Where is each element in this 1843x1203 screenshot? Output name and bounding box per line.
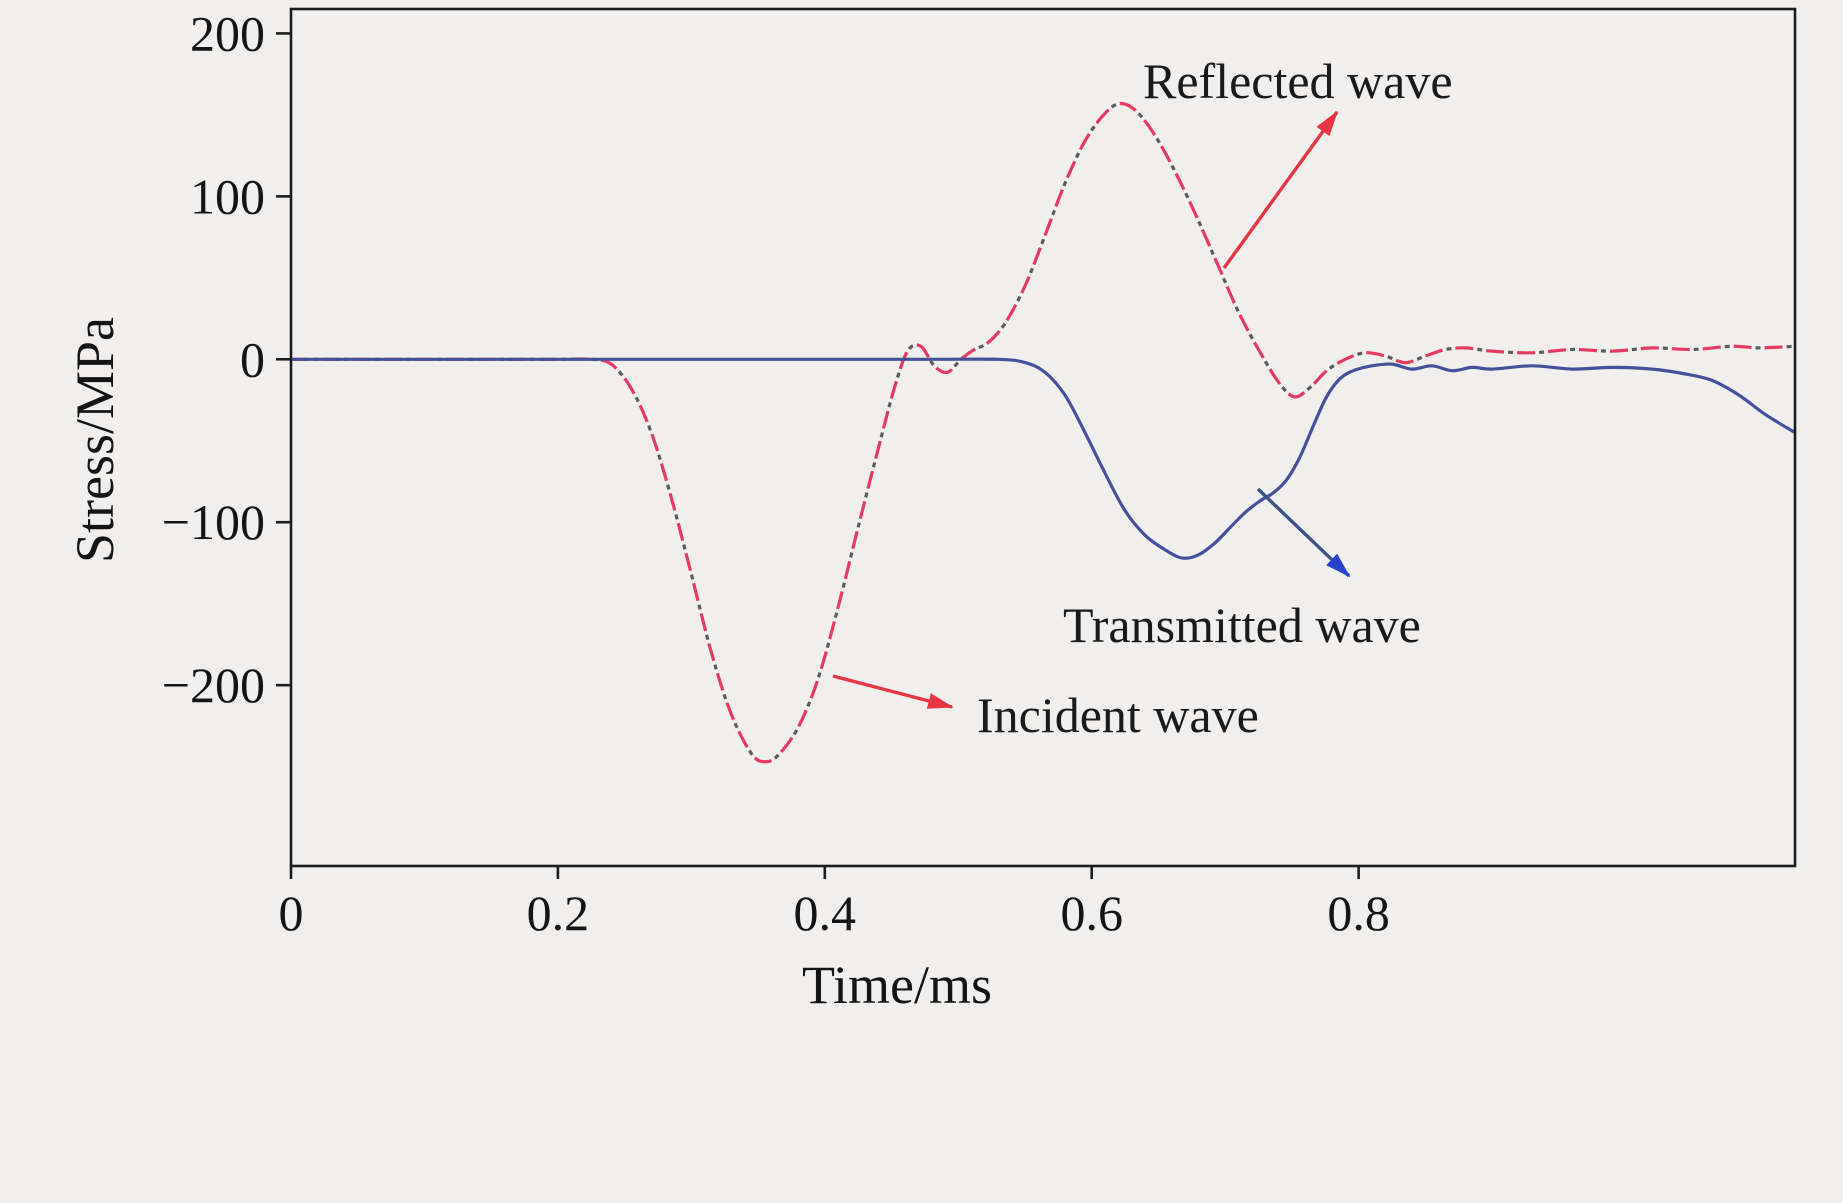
annotation-arrow xyxy=(1222,110,1339,269)
x-tick-label: 0.2 xyxy=(527,885,590,941)
annotation-arrow xyxy=(1256,487,1351,578)
y-tick-label: −200 xyxy=(162,657,265,713)
annotation-incident-wave: Incident wave xyxy=(977,687,1259,743)
series-incident-reflected-dots xyxy=(291,101,1796,764)
series-transmitted-curve xyxy=(291,357,1796,560)
x-tick-label: 0.6 xyxy=(1060,885,1123,941)
x-tick-label: 0.4 xyxy=(794,885,857,941)
plot-frame xyxy=(289,7,1797,868)
x-tick-label: 0 xyxy=(279,885,304,941)
y-tick-label: 200 xyxy=(190,5,265,61)
series-incident-reflected-curve xyxy=(291,101,1796,764)
y-tick-label: 100 xyxy=(190,168,265,224)
x-axis-label: Time/ms xyxy=(801,955,993,1015)
annotation-reflected-wave: Reflected wave xyxy=(1143,53,1453,109)
y-axis-label: Stress/MPa xyxy=(65,316,125,564)
y-tick-label: −100 xyxy=(162,494,265,550)
annotation-transmitted-wave: Transmitted wave xyxy=(1063,597,1421,653)
y-tick-label: 0 xyxy=(240,331,265,387)
annotation-arrow xyxy=(832,674,954,709)
x-tick-label: 0.8 xyxy=(1327,885,1390,941)
